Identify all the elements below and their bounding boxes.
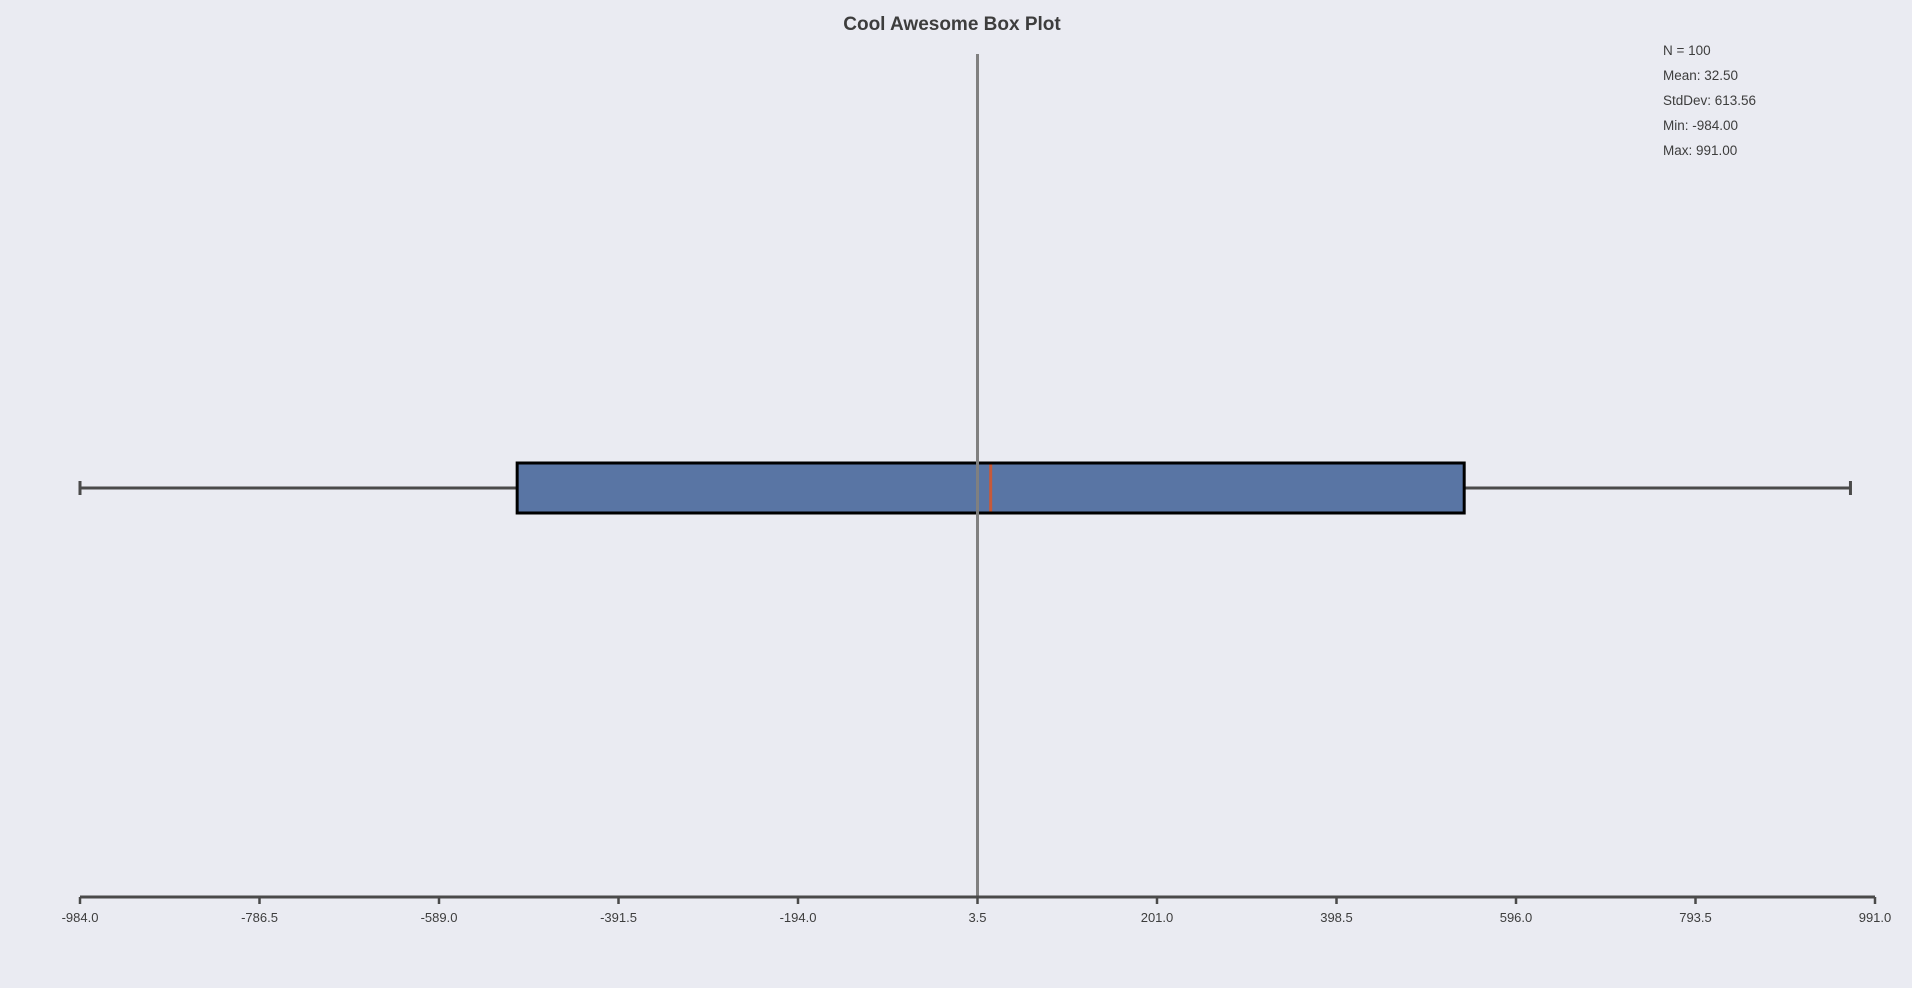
x-tick-label: -786.5 (241, 910, 278, 925)
x-tick-label: -391.5 (600, 910, 637, 925)
x-tick-label: 3.5 (968, 910, 986, 925)
plot-area (78, 54, 1852, 897)
x-tick-label: 991.0 (1859, 910, 1892, 925)
x-axis: -984.0 -786.5 -589.0 -391.5 -194.0 3.5 201.0 39… (62, 895, 1892, 925)
stat-line: N = 100 (1663, 43, 1711, 58)
x-tick-label: -589.0 (421, 910, 458, 925)
x-tick-label: 398.5 (1320, 910, 1353, 925)
stat-line: Max: 991.00 (1663, 143, 1737, 158)
chart-title: Cool Awesome Box Plot (843, 14, 1061, 35)
x-tick-label: 793.5 (1679, 910, 1712, 925)
x-tick-label: 596.0 (1500, 910, 1533, 925)
x-tick-label: 201.0 (1141, 910, 1174, 925)
x-tick-label: -984.0 (62, 910, 99, 925)
x-tick-label: -194.0 (780, 910, 817, 925)
stat-line: Mean: 32.50 (1663, 68, 1738, 83)
stat-line: StdDev: 613.56 (1663, 93, 1756, 108)
stat-line: Min: -984.00 (1663, 118, 1738, 133)
stats-annotation: N = 100 Mean: 32.50 StdDev: 613.56 Min: -98… (1663, 43, 1756, 158)
